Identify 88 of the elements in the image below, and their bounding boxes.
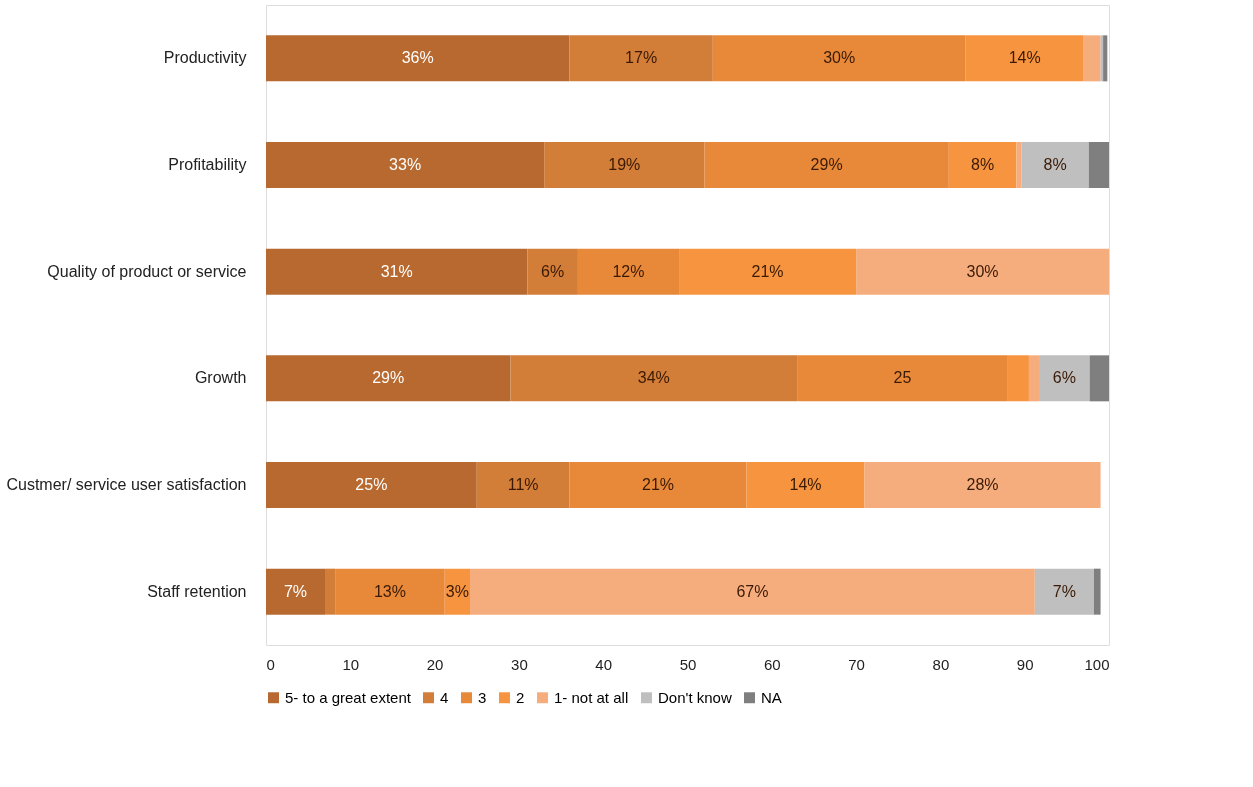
x-tick-label: 30 [511, 655, 528, 673]
legend-label: NA [761, 688, 782, 706]
y-tick-label: Profitability [168, 156, 247, 173]
bar [948, 142, 1017, 188]
bar [1088, 142, 1109, 188]
x-tick-label: 20 [426, 655, 444, 673]
bar [1093, 568, 1101, 615]
bar [569, 462, 747, 508]
bar [266, 142, 545, 188]
bar [544, 142, 705, 188]
data-label: 3% [445, 582, 469, 600]
data-label: 7% [283, 582, 308, 600]
bar [1034, 568, 1094, 615]
data-label: 30% [966, 262, 999, 280]
bar [476, 462, 570, 508]
data-label: 6% [541, 262, 565, 280]
x-tick-label: 50 [679, 655, 697, 673]
bar [266, 35, 570, 82]
y-tick-label: Productivity [163, 49, 247, 67]
bar [965, 35, 1084, 82]
data-label: 8% [1043, 156, 1067, 173]
legend-label: 4 [440, 688, 449, 706]
x-tick-label: 40 [595, 655, 613, 673]
data-label: 13% [373, 582, 406, 600]
bar [266, 248, 528, 295]
data-label: 31% [380, 262, 413, 280]
bar [1021, 142, 1089, 188]
bar [266, 568, 326, 615]
bar [325, 568, 336, 615]
bar [746, 462, 865, 508]
bar [797, 355, 1008, 402]
data-label: 25% [355, 476, 388, 493]
legend-label: 5- to a great extent [285, 688, 412, 706]
data-label: 8% [970, 156, 995, 173]
data-label: 14% [789, 476, 822, 493]
bar [569, 35, 713, 82]
x-tick-label: 90 [1016, 655, 1034, 673]
bar [704, 142, 949, 188]
data-label: 29% [372, 369, 405, 387]
y-tick-label: Staff retention [147, 582, 247, 600]
data-label: 34% [637, 369, 670, 387]
data-label: 29% [810, 156, 843, 173]
data-label: 67% [736, 582, 769, 600]
bar [1028, 355, 1040, 402]
data-label: 30% [823, 49, 856, 67]
data-label: 17% [625, 49, 658, 67]
data-label: 33% [389, 156, 422, 173]
bar [1039, 355, 1090, 402]
bar [1007, 355, 1029, 402]
data-label: 7% [1052, 582, 1076, 600]
data-label: 25 [893, 369, 912, 387]
x-tick-label: 10 [342, 655, 360, 673]
bar [470, 568, 1035, 615]
bar [712, 35, 966, 82]
data-label: 11% [507, 476, 539, 493]
data-label: 6% [1052, 369, 1076, 387]
data-label: 12% [612, 262, 645, 280]
bar [864, 462, 1101, 508]
y-tick-label: Quality of product or service [47, 262, 247, 280]
data-label: 28% [966, 476, 999, 493]
data-label: 21% [641, 476, 675, 493]
y-tick-label: Custmer/ service user satisfaction [6, 476, 247, 493]
bar [266, 462, 477, 508]
data-label: 21% [751, 262, 784, 280]
x-tick-label: 100 [1084, 655, 1110, 673]
x-tick-label: 0 [266, 655, 275, 673]
data-label: 14% [1008, 49, 1041, 67]
legend-label: 2 [516, 688, 525, 706]
bar [1083, 35, 1101, 82]
bar [577, 248, 680, 295]
data-label: 36% [401, 49, 434, 67]
bar [527, 248, 578, 295]
x-tick-label: 60 [763, 655, 781, 673]
bar [856, 248, 1109, 295]
x-tick-label: 80 [932, 655, 950, 673]
bar [510, 355, 798, 402]
bar [335, 568, 445, 615]
y-tick-label: Growth [194, 369, 247, 387]
x-tick-label: 70 [848, 655, 865, 673]
bar [1103, 35, 1108, 82]
data-label: 19% [608, 156, 641, 173]
legend-label: Don't know [658, 688, 732, 706]
bar [1089, 355, 1109, 402]
legend-label: 1- not at all [554, 688, 629, 706]
bar [266, 355, 511, 402]
legend-label: 3 [478, 688, 487, 706]
bar [679, 248, 857, 295]
bar [1016, 142, 1022, 188]
